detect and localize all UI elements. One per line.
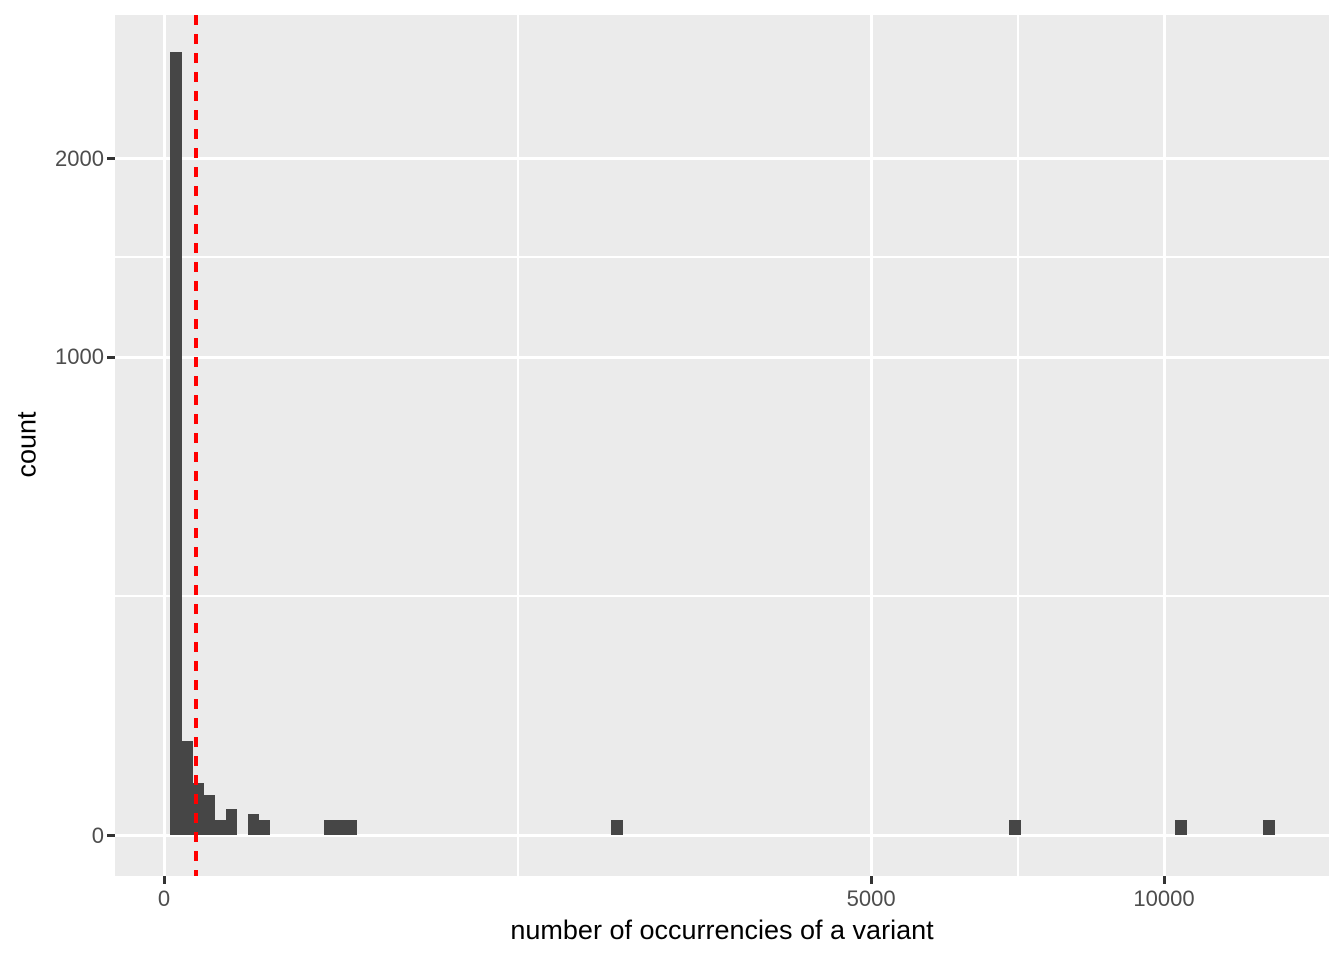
y-axis-tick-label: 0 [91,822,104,848]
x-axis-tick-mark [162,876,166,884]
x-major-gridline [1162,15,1166,876]
plot-panel [115,15,1329,876]
y-major-gridline [115,157,1329,161]
threshold-vline [193,15,198,876]
histogram-bar [192,783,204,836]
y-axis-tick-mark [107,834,115,837]
y-axis-tick-mark [107,157,115,161]
histogram-bar [1008,820,1022,836]
histogram-bar [225,809,237,836]
x-major-gridline [869,15,873,876]
x-axis-tick-label: 5000 [846,886,896,911]
x-axis-tick-mark [1162,876,1166,884]
y-major-gridline [115,834,1329,837]
y-axis-tick-mark [107,355,115,359]
x-axis-tick-label: 0 [157,886,171,911]
y-axis-tick-label: 1000 [55,344,104,370]
histogram-bar [248,814,259,836]
y-minor-gridline [115,595,1329,598]
x-major-gridline [162,15,166,876]
y-axis-title: count [11,411,42,478]
x-axis-tick-mark [869,876,873,884]
histogram-bar [170,52,182,836]
y-axis-tick-label: 2000 [55,145,104,171]
histogram-bar [214,820,226,836]
x-axis-tick-label: 10000 [1133,886,1195,911]
histogram-bar [1174,820,1188,836]
histogram-bar [611,820,624,836]
histogram-bar [258,820,270,836]
x-minor-gridline [516,15,519,876]
x-axis-title: number of occurrencies of a variant [510,915,934,945]
histogram-bar [181,741,193,836]
histogram-bar [204,795,215,836]
y-major-gridline [115,355,1329,359]
histogram-bar [324,820,357,836]
x-minor-gridline [1016,15,1019,876]
histogram-bar [1263,820,1275,836]
y-minor-gridline [115,256,1329,259]
